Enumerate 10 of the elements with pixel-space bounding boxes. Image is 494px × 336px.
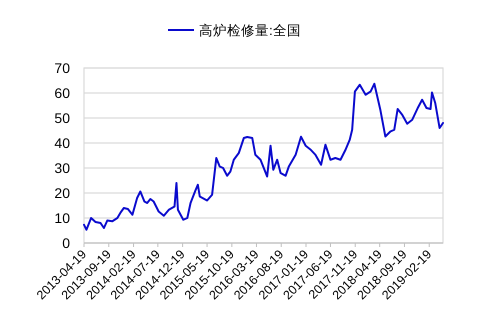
y-tick-label: 30 <box>54 160 70 176</box>
y-tick-label: 50 <box>54 110 70 126</box>
y-tick-label: 20 <box>54 185 70 201</box>
y-tick-label: 40 <box>54 135 70 151</box>
y-tick-label: 70 <box>54 60 70 76</box>
legend-label: 高炉检修量:全国 <box>199 23 301 38</box>
y-tick-label: 60 <box>54 85 70 101</box>
y-tick-label: 0 <box>62 235 70 251</box>
y-tick-label: 10 <box>54 210 70 226</box>
legend: 高炉检修量:全国 <box>168 23 301 38</box>
